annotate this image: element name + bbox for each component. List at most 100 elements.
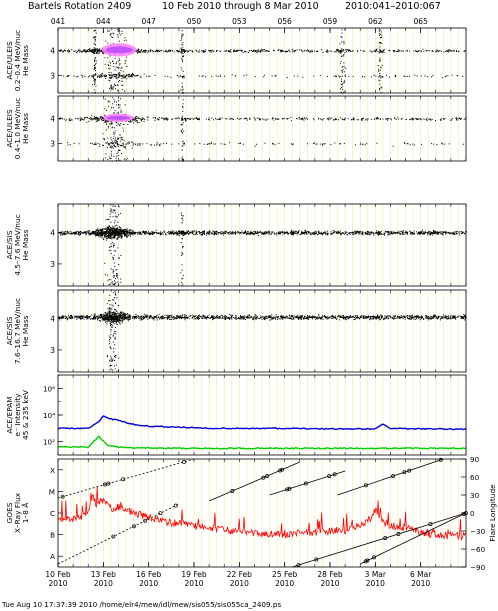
data-point <box>92 76 94 78</box>
data-point <box>83 118 85 120</box>
data-point <box>109 157 111 159</box>
data-point <box>130 232 132 234</box>
data-point <box>182 110 184 112</box>
data-point <box>182 91 184 93</box>
data-point <box>64 232 66 234</box>
data-point <box>342 83 344 85</box>
panel-frame <box>57 95 467 162</box>
data-point <box>416 118 418 120</box>
data-point <box>118 234 120 236</box>
data-point <box>125 75 127 77</box>
data-point <box>93 74 95 76</box>
data-point <box>409 119 411 121</box>
data-point <box>113 262 115 264</box>
data-point <box>125 39 127 41</box>
data-point <box>326 50 328 52</box>
data-point <box>297 118 299 120</box>
data-point <box>132 73 134 75</box>
data-point <box>411 118 413 120</box>
data-point <box>416 50 418 52</box>
data-point <box>121 236 123 238</box>
data-point <box>127 143 129 145</box>
data-point <box>102 52 104 54</box>
data-point <box>113 227 115 229</box>
data-point <box>274 144 276 146</box>
data-point <box>81 51 83 53</box>
data-point <box>456 74 458 76</box>
panel-label: ACE/ULEIS0.4–1.0 MeV/nucHe Mass <box>5 98 30 159</box>
data-point <box>180 67 182 69</box>
data-point <box>380 86 382 88</box>
data-point <box>377 232 379 234</box>
data-point <box>449 49 451 51</box>
data-point <box>184 232 186 234</box>
data-point <box>180 124 182 126</box>
data-point <box>102 52 104 54</box>
data-point <box>233 51 235 53</box>
data-point <box>109 237 111 239</box>
data-point <box>182 106 184 108</box>
data-point <box>224 50 226 52</box>
data-point <box>131 147 133 149</box>
data-point <box>109 216 111 218</box>
data-point <box>195 232 197 234</box>
data-point <box>182 46 184 48</box>
data-point <box>148 51 150 53</box>
data-point <box>415 231 417 233</box>
data-point <box>430 118 432 120</box>
data-point <box>118 76 120 78</box>
data-point <box>278 49 280 51</box>
data-point <box>106 147 108 149</box>
data-point <box>401 118 403 120</box>
data-point <box>95 143 97 145</box>
data-point <box>148 75 150 77</box>
data-point <box>286 316 288 318</box>
data-point <box>108 219 110 221</box>
data-point <box>100 116 102 118</box>
data-point <box>353 233 355 235</box>
data-point <box>139 52 141 54</box>
data-point <box>386 118 388 120</box>
data-point <box>424 230 426 232</box>
data-point <box>118 68 120 70</box>
data-point <box>204 51 206 53</box>
data-point <box>181 53 183 55</box>
data-point <box>345 51 347 53</box>
data-point <box>256 51 258 53</box>
data-point <box>177 117 179 119</box>
data-point <box>206 232 208 234</box>
data-point <box>379 231 381 233</box>
data-point <box>97 52 99 54</box>
data-point <box>118 229 120 231</box>
data-point <box>230 51 232 53</box>
data-point <box>286 50 288 52</box>
data-point <box>344 52 346 54</box>
data-point <box>444 76 446 78</box>
data-point <box>113 112 115 114</box>
data-point <box>406 315 408 317</box>
data-point <box>113 227 115 229</box>
data-point <box>104 262 106 264</box>
data-point <box>105 40 107 42</box>
data-point <box>435 231 437 233</box>
data-point <box>190 118 192 120</box>
data-point <box>172 230 174 232</box>
data-point <box>453 231 455 233</box>
data-point <box>391 233 393 235</box>
data-point <box>437 233 439 235</box>
data-point <box>157 50 159 52</box>
data-point <box>340 61 342 63</box>
data-point <box>118 103 120 105</box>
data-point <box>106 239 108 241</box>
data-point <box>304 117 306 119</box>
data-point <box>322 119 324 121</box>
data-point <box>113 275 115 277</box>
data-point <box>139 316 141 318</box>
data-point <box>314 230 316 232</box>
data-point <box>312 232 314 234</box>
data-point <box>120 230 122 232</box>
data-point <box>279 49 281 51</box>
data-point <box>93 59 95 61</box>
data-point <box>164 117 166 119</box>
data-point <box>446 50 448 52</box>
